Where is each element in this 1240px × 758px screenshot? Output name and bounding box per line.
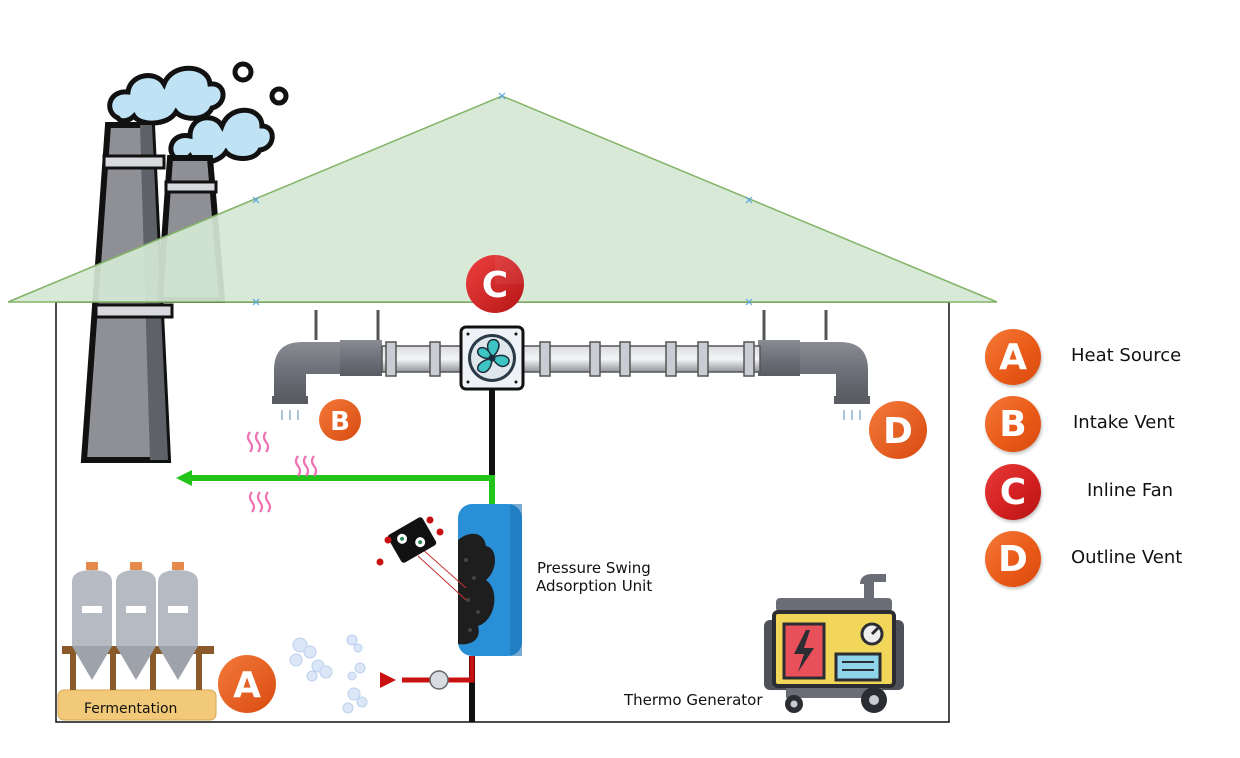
marker-b: B xyxy=(319,399,361,441)
thermo-generator-label: Thermo Generator xyxy=(624,691,763,709)
red-flow-arrow xyxy=(380,656,475,690)
marker-d-letter: D xyxy=(883,411,913,452)
thermo-generator-icon xyxy=(764,574,904,713)
psa-unit-label-line1: Pressure Swing xyxy=(537,559,651,577)
legend-item-inline-fan: C Inline Fan xyxy=(985,464,1225,522)
legend-label-heat-source: Heat Source xyxy=(1071,345,1182,366)
marker-c-letter: C xyxy=(482,265,508,306)
fermentation-tanks-icon xyxy=(57,562,217,721)
duct-pipe xyxy=(272,310,870,404)
marker-d: D xyxy=(869,401,927,459)
legend-item-heat-source: A Heat Source xyxy=(985,329,1225,387)
legend-marker-a: A xyxy=(985,329,1041,385)
fermentation-label: Fermentation xyxy=(84,701,178,717)
smokestacks-illustration xyxy=(80,61,289,463)
marker-a-letter: A xyxy=(233,665,261,706)
legend-item-outline-vent: D Outline Vent xyxy=(985,531,1225,589)
adsorbent-molecule-icon xyxy=(376,516,467,601)
marker-b-letter: B xyxy=(330,407,350,437)
marker-c-top: C xyxy=(466,255,524,313)
inline-fan-icon xyxy=(459,325,525,391)
legend-marker-c: C xyxy=(985,464,1041,520)
legend-item-intake-vent: B Intake Vent xyxy=(985,396,1225,454)
gas-bubbles-icon xyxy=(289,634,368,714)
legend-marker-d: D xyxy=(985,531,1041,587)
psa-unit-label-line2: Adsorption Unit xyxy=(536,577,653,595)
legend-label-inline-fan: Inline Fan xyxy=(1087,480,1174,501)
vent-airflow-marks xyxy=(281,410,861,420)
psa-unit-tank xyxy=(458,504,522,656)
legend-label-intake-vent: Intake Vent xyxy=(1073,412,1175,433)
heat-wave-icons xyxy=(246,431,318,513)
green-flow-arrow xyxy=(176,470,495,505)
legend-marker-b: B xyxy=(985,396,1041,452)
marker-a: A xyxy=(218,655,276,713)
legend-label-outline-vent: Outline Vent xyxy=(1071,547,1183,568)
roof-handle-markers xyxy=(252,92,753,306)
